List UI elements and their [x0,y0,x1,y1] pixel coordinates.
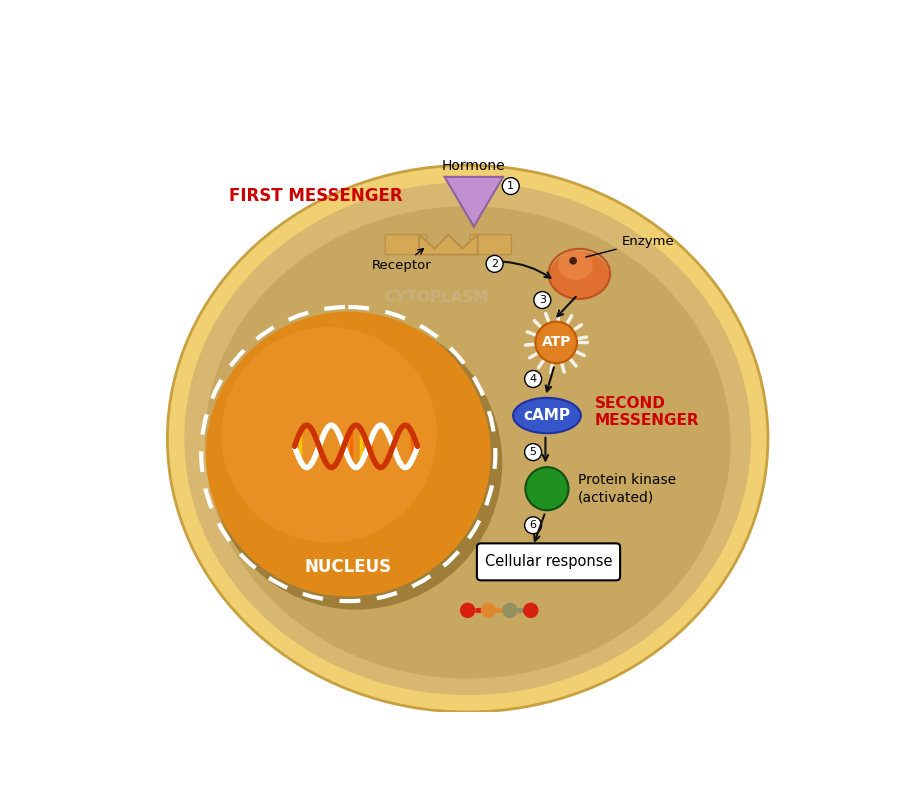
Ellipse shape [167,166,767,712]
Text: Cellular response: Cellular response [484,554,611,570]
Ellipse shape [210,317,502,610]
Text: 6: 6 [529,520,536,530]
Ellipse shape [204,206,730,678]
Ellipse shape [206,311,490,597]
Polygon shape [419,234,477,254]
Text: FIRST MESSENGER: FIRST MESSENGER [228,187,402,205]
FancyBboxPatch shape [385,234,426,254]
Circle shape [502,178,518,194]
Polygon shape [444,177,503,226]
Text: CYTOPLASM: CYTOPLASM [384,290,489,306]
Circle shape [481,602,495,618]
Circle shape [485,255,503,272]
Ellipse shape [184,182,750,695]
Text: cAMP: cAMP [523,408,570,423]
Circle shape [569,257,576,265]
FancyBboxPatch shape [470,234,511,254]
Text: 1: 1 [506,181,514,191]
Text: 4: 4 [529,374,536,384]
Text: NUCLEUS: NUCLEUS [304,558,391,576]
Text: Enzyme: Enzyme [585,234,674,257]
Text: 3: 3 [539,295,545,305]
Circle shape [502,602,517,618]
Ellipse shape [549,251,608,299]
Text: 2: 2 [491,259,497,269]
Circle shape [524,370,541,387]
FancyBboxPatch shape [476,543,619,580]
Circle shape [535,322,576,363]
Ellipse shape [221,327,437,542]
Text: 5: 5 [529,447,536,457]
Ellipse shape [513,398,580,434]
Text: ATP: ATP [541,335,571,350]
Circle shape [524,517,541,534]
Circle shape [533,291,550,309]
Circle shape [524,444,541,461]
Text: Hormone: Hormone [441,159,505,173]
Text: SECOND
MESSENGER: SECOND MESSENGER [594,395,698,428]
Circle shape [525,467,568,510]
Ellipse shape [558,250,592,280]
Circle shape [460,602,475,618]
Text: Protein kinase
(activated): Protein kinase (activated) [577,473,675,504]
Circle shape [523,602,538,618]
Text: Receptor: Receptor [371,249,431,272]
